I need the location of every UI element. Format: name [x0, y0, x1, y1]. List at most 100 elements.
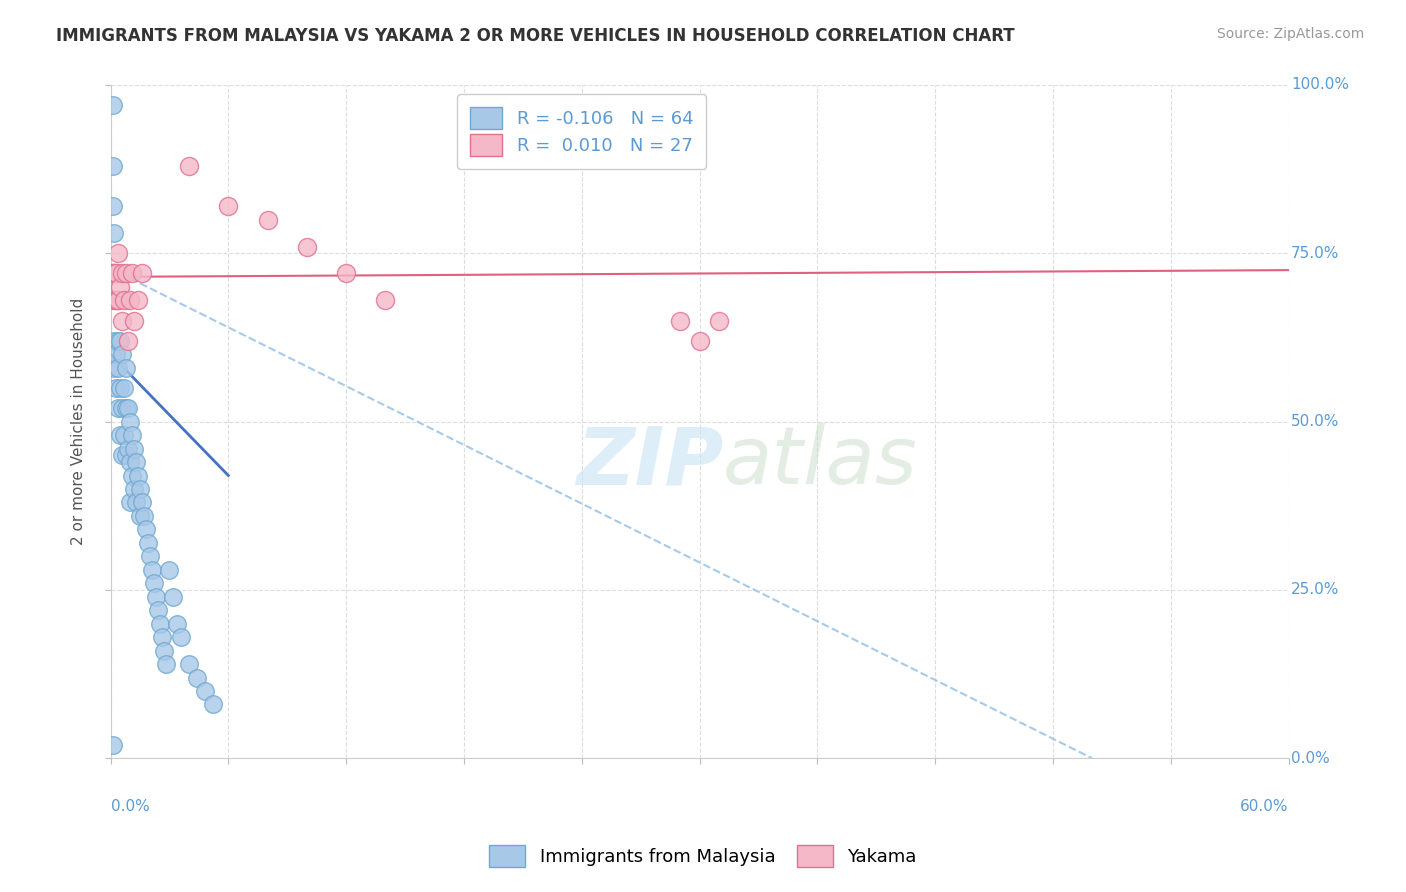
Point — [111, 347, 134, 361]
Point — [136, 536, 159, 550]
Point — [177, 159, 200, 173]
Point — [177, 657, 200, 671]
Point — [115, 401, 138, 416]
Point — [112, 428, 135, 442]
Point — [103, 293, 125, 308]
Point — [127, 293, 149, 308]
Point — [374, 293, 396, 308]
Point — [110, 381, 132, 395]
Point — [121, 468, 143, 483]
Point — [101, 738, 124, 752]
Point — [201, 698, 224, 712]
Point — [669, 313, 692, 327]
Point — [120, 415, 142, 429]
Point — [120, 495, 142, 509]
Point — [135, 522, 157, 536]
Point — [105, 267, 128, 281]
Point — [107, 246, 129, 260]
Point — [105, 293, 128, 308]
Point — [142, 576, 165, 591]
Point — [121, 267, 143, 281]
Point — [115, 267, 138, 281]
Point — [127, 468, 149, 483]
Point — [105, 293, 128, 308]
Point — [256, 212, 278, 227]
Point — [186, 671, 208, 685]
Point — [110, 280, 132, 294]
Point — [103, 267, 125, 281]
Text: 0.0%: 0.0% — [1291, 751, 1330, 766]
Point — [141, 563, 163, 577]
Legend: Immigrants from Malaysia, Yakama: Immigrants from Malaysia, Yakama — [482, 838, 924, 874]
Point — [194, 684, 217, 698]
Point — [103, 360, 125, 375]
Point — [166, 616, 188, 631]
Point — [131, 267, 153, 281]
Text: 25.0%: 25.0% — [1291, 582, 1340, 598]
Point — [103, 226, 125, 240]
Point — [107, 293, 129, 308]
Text: Source: ZipAtlas.com: Source: ZipAtlas.com — [1216, 27, 1364, 41]
Point — [149, 616, 172, 631]
Point — [117, 442, 139, 456]
Text: 0.0%: 0.0% — [111, 798, 149, 814]
Point — [155, 657, 177, 671]
Point — [125, 455, 148, 469]
Point — [107, 360, 129, 375]
Point — [150, 630, 173, 644]
Text: IMMIGRANTS FROM MALAYSIA VS YAKAMA 2 OR MORE VEHICLES IN HOUSEHOLD CORRELATION C: IMMIGRANTS FROM MALAYSIA VS YAKAMA 2 OR … — [56, 27, 1015, 45]
Y-axis label: 2 or more Vehicles in Household: 2 or more Vehicles in Household — [72, 298, 86, 545]
Text: atlas: atlas — [723, 423, 918, 501]
Point — [105, 381, 128, 395]
Point — [122, 482, 145, 496]
Text: 75.0%: 75.0% — [1291, 246, 1340, 260]
Point — [101, 267, 124, 281]
Point — [129, 482, 152, 496]
Text: 60.0%: 60.0% — [1240, 798, 1289, 814]
Point — [689, 334, 711, 348]
Point — [105, 347, 128, 361]
Point — [101, 98, 124, 112]
Legend: R = -0.106   N = 64, R =  0.010   N = 27: R = -0.106 N = 64, R = 0.010 N = 27 — [457, 94, 706, 169]
Point — [146, 603, 169, 617]
Point — [139, 549, 162, 564]
Point — [335, 267, 357, 281]
Point — [152, 643, 174, 657]
Point — [101, 267, 124, 281]
Point — [101, 159, 124, 173]
Point — [110, 428, 132, 442]
Point — [120, 293, 142, 308]
Point — [132, 508, 155, 523]
Point — [131, 495, 153, 509]
Point — [120, 455, 142, 469]
Point — [103, 293, 125, 308]
Text: 100.0%: 100.0% — [1291, 78, 1348, 93]
Point — [162, 590, 184, 604]
Point — [117, 401, 139, 416]
Point — [295, 239, 318, 253]
Point — [111, 267, 134, 281]
Point — [107, 401, 129, 416]
Point — [117, 334, 139, 348]
Point — [115, 448, 138, 462]
Point — [122, 313, 145, 327]
Point — [107, 293, 129, 308]
Point — [103, 334, 125, 348]
Point — [101, 199, 124, 213]
Point — [112, 293, 135, 308]
Point — [111, 448, 134, 462]
Point — [107, 334, 129, 348]
Text: 50.0%: 50.0% — [1291, 414, 1340, 429]
Point — [110, 334, 132, 348]
Text: ZIP: ZIP — [576, 423, 723, 501]
Point — [121, 428, 143, 442]
Point — [111, 313, 134, 327]
Point — [709, 313, 731, 327]
Point — [103, 267, 125, 281]
Point — [145, 590, 167, 604]
Point — [129, 508, 152, 523]
Point — [112, 381, 135, 395]
Point — [105, 267, 128, 281]
Point — [122, 442, 145, 456]
Point — [159, 563, 181, 577]
